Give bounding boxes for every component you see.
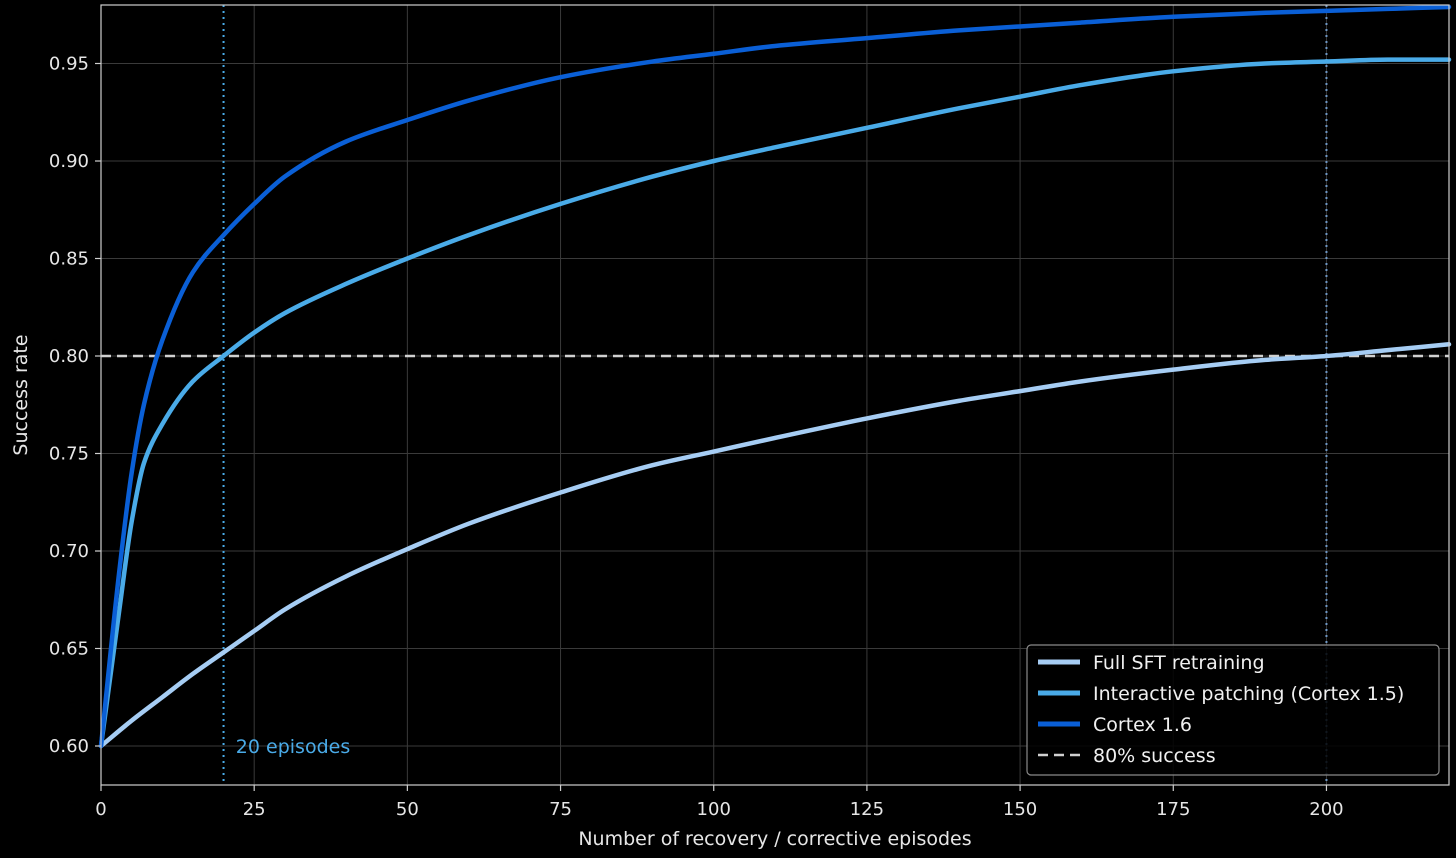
y-tick-label: 0.80	[49, 346, 89, 367]
x-tick-label: 150	[1003, 799, 1037, 820]
legend-label: Full SFT retraining	[1093, 652, 1265, 674]
legend: Full SFT retraining Interactive patching …	[1026, 644, 1440, 776]
y-tick-label: 0.85	[49, 249, 89, 270]
plot-frame	[100, 4, 1450, 786]
y-tick-label: 0.70	[49, 541, 89, 562]
y-axis-label: Success rate	[10, 334, 32, 455]
y-tick-label: 0.75	[49, 444, 89, 465]
y-tick-label: 0.95	[49, 54, 89, 75]
series-line-2	[98, 4, 1452, 749]
x-axis-label: Number of recovery / corrective episodes	[578, 828, 971, 850]
y-tick-label: 0.60	[49, 736, 89, 757]
axis-ticks: 0 25 50 75 100 125 150 175 200 0.60 0.65 0.70 0.75 0.…	[49, 54, 1344, 821]
x-tick-label: 50	[396, 799, 419, 820]
x-tick-label: 100	[697, 799, 731, 820]
series-line-0	[98, 342, 1452, 749]
annotation-label: 20 episodes	[236, 736, 350, 758]
y-tick-label: 0.65	[49, 639, 89, 660]
legend-label: Cortex 1.6	[1093, 714, 1192, 736]
x-tick-label: 175	[1156, 799, 1190, 820]
x-tick-label: 75	[549, 799, 572, 820]
legend-label: 80% success	[1093, 745, 1216, 767]
x-tick-label: 0	[95, 799, 106, 820]
annotations: 20 episodes	[236, 736, 350, 758]
legend-box	[1026, 644, 1440, 776]
x-tick-label: 25	[243, 799, 266, 820]
legend-label: Interactive patching (Cortex 1.5)	[1093, 683, 1404, 705]
series-line-1	[98, 57, 1452, 749]
x-tick-label: 125	[850, 799, 884, 820]
y-tick-label: 0.90	[49, 151, 89, 172]
series-lines	[98, 4, 1452, 749]
x-tick-label: 200	[1309, 799, 1343, 820]
